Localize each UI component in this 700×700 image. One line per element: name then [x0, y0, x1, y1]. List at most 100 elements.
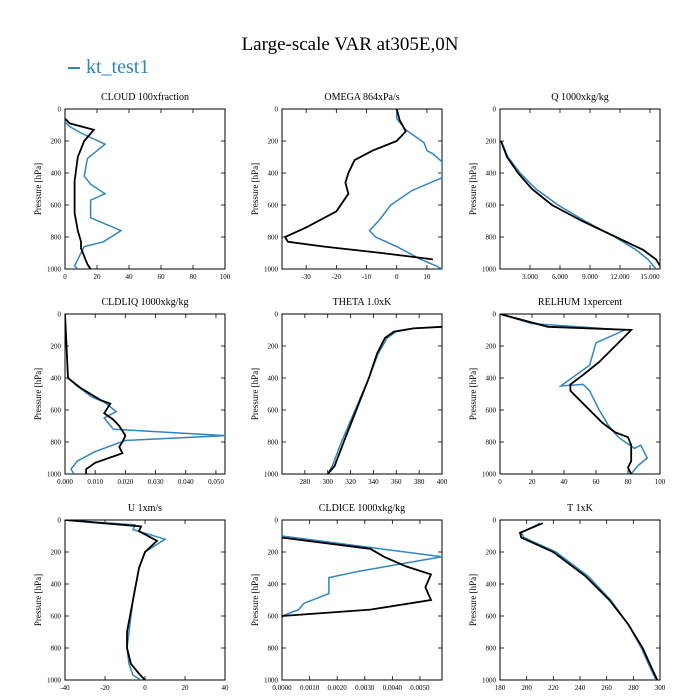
- x-tick-label: 0.0010: [300, 684, 320, 692]
- series-line-control: [500, 314, 634, 474]
- x-tick-label: 300: [322, 478, 333, 486]
- y-tick-label: 1000: [47, 677, 62, 685]
- x-tick-label: 220: [548, 684, 559, 692]
- x-tick-label: 80: [190, 273, 198, 281]
- series-line-control: [500, 140, 660, 267]
- y-tick-label: 0: [493, 106, 497, 114]
- x-tick-label: 20: [182, 684, 190, 692]
- panel-title: OMEGA 864xPa/s: [324, 92, 399, 103]
- y-tick-label: 0: [58, 517, 62, 525]
- y-tick-label: 400: [268, 581, 279, 589]
- y-tick-label: 800: [51, 234, 62, 242]
- y-tick-label: 200: [268, 549, 279, 557]
- y-tick-label: 0: [275, 517, 279, 525]
- panel-title: T 1xK: [567, 503, 593, 514]
- y-tick-label: 400: [51, 375, 62, 383]
- y-tick-label: 0: [493, 311, 497, 319]
- y-axis-label: Pressure [hPa]: [468, 368, 478, 420]
- x-tick-label: 320: [345, 478, 356, 486]
- y-tick-label: 600: [486, 407, 497, 415]
- panel-1: OMEGA 864xPa/s 0 200 400 600 800 1000 -30 -20 -10…: [250, 92, 443, 281]
- y-tick-label: 400: [51, 170, 62, 178]
- panel-title: THETA 1.0xK: [333, 297, 392, 308]
- y-tick-label: 1000: [47, 471, 62, 479]
- y-tick-label: 600: [486, 613, 497, 621]
- panel-6: U 1xm/s 0 200 400 600 800 1000-40 -20 0 20 40 Press…: [33, 503, 229, 692]
- y-axis-label: Pressure [hPa]: [250, 163, 260, 215]
- x-tick-label: 40: [222, 684, 230, 692]
- x-tick-label: 0: [498, 478, 502, 486]
- x-tick-label: 6.000: [552, 273, 568, 281]
- series-line-control: [283, 109, 434, 261]
- y-tick-label: 600: [51, 202, 62, 210]
- legend-line-swatch: [68, 67, 80, 70]
- x-tick-label: 340: [368, 478, 379, 486]
- y-tick-label: 800: [486, 439, 497, 447]
- panel-title: CLDLIQ 1000xkg/kg: [102, 297, 189, 308]
- x-tick-label: 0.010: [87, 478, 103, 486]
- series-line-control: [65, 520, 159, 680]
- y-tick-label: 400: [486, 170, 497, 178]
- x-tick-label: 0: [143, 684, 147, 692]
- x-tick-label: 0.020: [118, 478, 134, 486]
- legend: kt_test1: [68, 56, 149, 79]
- y-tick-label: 600: [268, 202, 279, 210]
- x-tick-label: 100: [655, 478, 666, 486]
- y-tick-label: 1000: [47, 266, 62, 274]
- panel-4: THETA 1.0xK 0 200 400 600 800 1000 280 300 320 340…: [250, 297, 448, 486]
- figure-title: Large-scale VAR at305E,0N: [241, 34, 459, 55]
- y-tick-label: 800: [51, 439, 62, 447]
- series-line-control: [282, 536, 433, 618]
- y-tick-label: 200: [268, 138, 279, 146]
- y-tick-label: 1000: [264, 471, 279, 479]
- x-tick-label: 9.000: [582, 273, 598, 281]
- x-tick-label: -10: [362, 273, 372, 281]
- x-tick-label: -20: [332, 273, 342, 281]
- x-tick-label: 100: [220, 273, 231, 281]
- x-tick-label: 240: [575, 684, 586, 692]
- x-tick-label: 380: [414, 478, 425, 486]
- x-tick-label: 280: [628, 684, 639, 692]
- y-tick-label: 200: [268, 343, 279, 351]
- series-line-control: [518, 522, 659, 680]
- y-axis-label: Pressure [hPa]: [250, 368, 260, 420]
- x-tick-label: 300: [655, 684, 666, 692]
- plot-frame: [499, 519, 661, 681]
- x-tick-label: 60: [593, 478, 601, 486]
- panel-title: CLDICE 1000xkg/kg: [319, 503, 405, 514]
- y-axis-label: Pressure [hPa]: [33, 163, 43, 215]
- y-tick-label: 200: [486, 138, 497, 146]
- y-tick-label: 600: [51, 613, 62, 621]
- x-tick-label: 20: [529, 478, 537, 486]
- y-tick-label: 1000: [264, 266, 279, 274]
- x-tick-label: 0.0030: [355, 684, 375, 692]
- y-tick-label: 0: [275, 311, 279, 319]
- panel-title: Q 1000xkg/kg: [551, 92, 609, 103]
- y-tick-label: 0: [58, 106, 62, 114]
- y-tick-label: 800: [268, 234, 279, 242]
- plot-frame: [64, 313, 226, 475]
- x-tick-label: 60: [158, 273, 166, 281]
- y-axis-label: Pressure [hPa]: [250, 574, 260, 626]
- plot-frame: [64, 108, 226, 270]
- x-tick-label: 0.0040: [383, 684, 403, 692]
- plot-frame: [281, 313, 443, 475]
- x-tick-label: 0.000: [57, 478, 73, 486]
- y-tick-label: 200: [51, 138, 62, 146]
- series-line-control: [65, 314, 127, 474]
- x-tick-label: 0.0000: [272, 684, 292, 692]
- y-tick-label: 400: [486, 581, 497, 589]
- y-tick-label: 200: [486, 549, 497, 557]
- x-tick-label: 0.050: [208, 478, 224, 486]
- x-tick-label: 200: [521, 684, 532, 692]
- x-tick-label: 40: [561, 478, 569, 486]
- series-line-test: [65, 121, 123, 269]
- x-tick-label: 0.030: [148, 478, 164, 486]
- plot-frame: [499, 108, 661, 270]
- y-tick-label: 200: [51, 343, 62, 351]
